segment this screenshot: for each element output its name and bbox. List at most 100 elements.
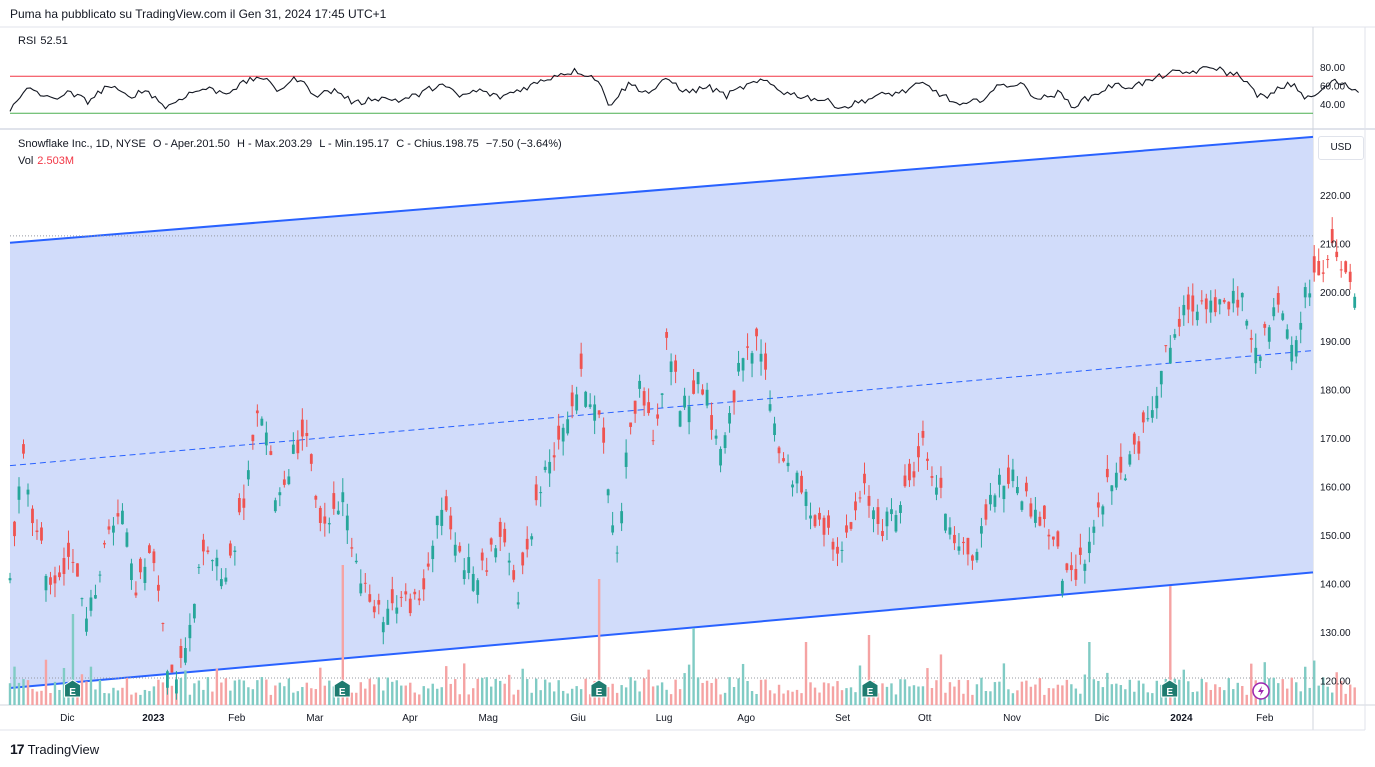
volume-bar xyxy=(121,687,124,705)
volume-bar xyxy=(1218,687,1221,705)
candle-body xyxy=(1074,568,1078,580)
candle-body xyxy=(854,501,857,511)
volume-bar xyxy=(260,677,264,705)
candle-body xyxy=(166,671,169,688)
candle-body xyxy=(368,594,372,602)
volume-bar xyxy=(1097,680,1100,705)
candle-body xyxy=(381,622,385,633)
candle-body xyxy=(471,573,475,591)
earnings-marker-icon[interactable] xyxy=(333,679,351,698)
candle-body xyxy=(1200,300,1204,302)
earnings-marker-icon[interactable] xyxy=(590,679,608,698)
tradingview-logo[interactable]: 17 TradingView xyxy=(10,741,99,757)
candle-body xyxy=(827,515,830,528)
volume-bar xyxy=(611,683,614,705)
candle-body xyxy=(840,549,844,551)
volume-bar xyxy=(13,666,16,705)
candle-body xyxy=(485,570,489,572)
volume-bar xyxy=(804,642,808,705)
candle-body xyxy=(660,393,664,395)
volume-bar xyxy=(355,692,358,705)
volume-bar xyxy=(1191,692,1194,705)
volume-bar xyxy=(597,579,601,705)
volume-bar xyxy=(674,679,677,705)
volume-bar xyxy=(368,678,371,705)
volume-bar xyxy=(220,682,223,705)
candle-body xyxy=(1339,269,1343,271)
candle-body xyxy=(1060,580,1064,594)
channel-upper-line[interactable] xyxy=(9,135,1314,244)
volume-bar xyxy=(822,682,826,705)
candle-body xyxy=(467,557,471,573)
symbol-legend[interactable]: Snowflake Inc., 1D, NYSE O - Aper.201.50… xyxy=(18,138,566,150)
volume-bar xyxy=(1133,691,1136,705)
volume-bar xyxy=(112,687,115,705)
volume-bar xyxy=(926,668,929,705)
candle-body xyxy=(26,489,30,495)
candle-body xyxy=(404,591,408,595)
candle-body xyxy=(525,538,529,550)
candle-body xyxy=(139,558,142,573)
volume-bar xyxy=(22,679,25,705)
volume-bar xyxy=(134,692,138,705)
time-tick-label: Set xyxy=(835,713,850,724)
candle-body xyxy=(570,392,574,407)
earnings-marker-icon[interactable] xyxy=(1161,679,1179,698)
rsi-tick-label: 80.00 xyxy=(1320,63,1345,74)
candle-body xyxy=(1231,290,1235,304)
candle-body xyxy=(575,394,579,411)
earnings-marker-icon[interactable] xyxy=(64,679,82,698)
volume-bar xyxy=(1304,666,1307,705)
candle-body xyxy=(624,452,628,467)
candle-body xyxy=(1047,534,1051,537)
volume-bar xyxy=(876,693,880,705)
candle-body xyxy=(669,361,673,373)
time-tick-label: Lug xyxy=(656,713,673,724)
candle-body xyxy=(651,440,655,442)
earnings-marker-label: E xyxy=(596,687,603,698)
candle-body xyxy=(332,493,336,509)
candle-body xyxy=(336,510,340,515)
channel-middle-line[interactable] xyxy=(9,350,1314,467)
volume-bar xyxy=(296,691,300,705)
symbol-name[interactable]: Snowflake Inc., 1D, NYSE xyxy=(18,138,146,150)
candle-body xyxy=(1150,410,1154,418)
earnings-marker-icon[interactable] xyxy=(861,679,879,698)
volume-bar xyxy=(669,694,673,705)
volume-legend[interactable]: Vol 2.503M xyxy=(18,155,74,167)
candle-body xyxy=(1083,563,1087,571)
candle-body xyxy=(152,551,156,564)
volume-bar xyxy=(836,681,839,705)
volume-bar xyxy=(1142,683,1145,705)
candle-body xyxy=(112,525,115,533)
volume-bar xyxy=(1326,686,1329,705)
volume-bar xyxy=(62,667,66,705)
candle-body xyxy=(422,578,426,590)
candle-body xyxy=(1069,565,1073,571)
candle-body xyxy=(786,462,790,467)
candle-body xyxy=(804,491,808,507)
candle-body xyxy=(917,446,920,458)
volume-bar xyxy=(26,680,30,705)
candle-body xyxy=(1141,412,1145,423)
volume-bar xyxy=(40,690,43,705)
candle-body xyxy=(1348,271,1352,283)
volume-bar xyxy=(984,690,988,705)
volume-bar xyxy=(265,679,268,705)
candle-body xyxy=(539,492,543,494)
channel-lower-line[interactable] xyxy=(9,571,1314,690)
volume-bar xyxy=(602,692,605,705)
volume-bar xyxy=(768,690,772,705)
candle-body xyxy=(476,580,480,595)
volume-bar xyxy=(418,694,421,705)
volume-bar xyxy=(921,686,925,705)
volume-bar xyxy=(777,684,781,705)
candle-body xyxy=(1330,229,1334,244)
volume-bar xyxy=(579,689,583,705)
currency-button[interactable]: USD xyxy=(1318,136,1364,160)
volume-bar xyxy=(723,692,727,705)
price-tick-label: 210.00 xyxy=(1320,240,1351,251)
candle-body xyxy=(300,419,304,437)
candle-body xyxy=(1258,356,1262,361)
